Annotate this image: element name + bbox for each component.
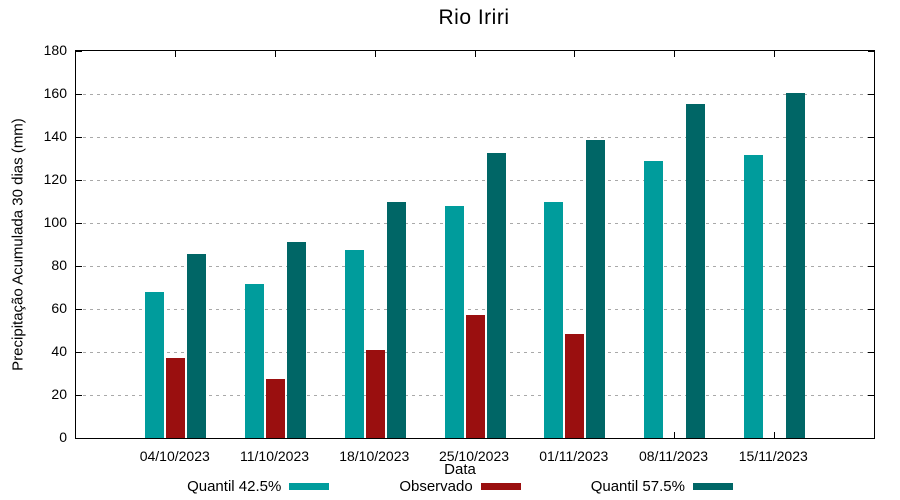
x-tick-top (175, 51, 177, 57)
legend-item: Observado (399, 478, 521, 495)
x-tick-bottom (674, 432, 675, 438)
x-tick-label: 04/10/2023 (139, 448, 210, 464)
legend-swatch (289, 483, 330, 490)
y-tick-label: 60 (51, 300, 67, 316)
bar-observado (465, 315, 485, 438)
y-tick-left (76, 223, 82, 224)
y-tick-label: 0 (59, 429, 67, 445)
legend: Quantil 42.5% Observado Quantil 57.5% (75, 478, 845, 495)
y-tick-right (868, 180, 874, 181)
bar-quantil-57-5- (486, 153, 506, 438)
y-tick-label: 100 (43, 214, 67, 230)
bar-quantil-42-5- (145, 291, 165, 438)
bar-quantil-57-5- (187, 254, 207, 438)
y-tick-right (868, 352, 874, 353)
x-tick-top (275, 51, 276, 57)
x-tick-top (773, 51, 775, 57)
legend-item: Quantil 42.5% (187, 478, 330, 495)
legend-swatch (480, 483, 521, 490)
bar-quantil-42-5- (644, 160, 663, 438)
x-tick-label: 25/10/2023 (438, 448, 510, 464)
legend-label: Observado (399, 478, 473, 495)
x-tick-label: 01/11/2023 (539, 448, 609, 464)
gridline (76, 309, 874, 310)
bar-observado (266, 378, 285, 438)
x-tick-top (474, 51, 476, 57)
y-tick-right (868, 223, 874, 224)
bar-quantil-57-5- (287, 242, 306, 438)
y-tick-left (76, 352, 82, 353)
bar-observado (365, 349, 385, 438)
y-tick-label: 120 (43, 171, 67, 187)
bar-observado (565, 333, 585, 438)
y-axis-label: Precipitação Acumulada 30 dias (mm) (9, 118, 27, 371)
y-tick-right (868, 438, 874, 439)
y-tick-left (76, 94, 82, 95)
bar-quantil-57-5- (386, 201, 406, 438)
bar-quantil-42-5- (245, 284, 264, 438)
y-tick-left (76, 309, 82, 310)
y-tick-left (76, 137, 82, 138)
gridline (76, 137, 874, 138)
x-tick-label: 15/11/2023 (738, 448, 808, 464)
x-tick-label: 11/10/2023 (239, 448, 310, 464)
x-tick-top (674, 51, 675, 57)
y-tick-right (868, 51, 874, 52)
chart-title: Rio Iriri (438, 6, 510, 29)
bar-quantil-57-5- (785, 92, 805, 438)
y-tick-label: 140 (43, 128, 67, 144)
y-tick-label: 20 (51, 386, 67, 402)
y-tick-right (868, 137, 874, 138)
x-tick-label: 08/11/2023 (638, 448, 709, 464)
y-tick-right (868, 309, 874, 310)
bar-quantil-42-5- (743, 155, 763, 438)
bar-quantil-42-5- (444, 205, 464, 438)
y-tick-label: 40 (51, 343, 67, 359)
x-tick-label: 18/10/2023 (339, 448, 410, 464)
y-tick-right (868, 94, 874, 95)
y-tick-left (76, 438, 82, 439)
legend-item: Quantil 57.5% (591, 478, 733, 495)
y-tick-label: 160 (43, 85, 67, 101)
x-tick-top (374, 51, 376, 57)
gridline (76, 94, 874, 95)
x-axis-label: Data (444, 461, 476, 478)
bar-observado (166, 358, 186, 438)
x-tick-top (574, 51, 576, 57)
y-tick-label: 180 (43, 42, 67, 58)
legend-label: Quantil 42.5% (187, 478, 282, 495)
bar-quantil-42-5- (344, 249, 364, 438)
y-tick-left (76, 51, 82, 52)
legend-swatch (692, 483, 733, 490)
plot-area (75, 50, 875, 439)
bar-quantil-57-5- (686, 103, 705, 438)
gridline (76, 223, 874, 224)
x-tick-bottom (773, 432, 775, 438)
legend-label: Quantil 57.5% (590, 478, 685, 495)
bar-quantil-42-5- (544, 201, 564, 438)
gridline (76, 266, 874, 267)
bar-quantil-57-5- (586, 140, 606, 438)
y-tick-label: 80 (51, 257, 67, 273)
y-tick-left (76, 395, 82, 396)
y-tick-right (868, 395, 874, 396)
gridline (76, 180, 874, 181)
y-tick-left (76, 266, 82, 267)
y-tick-left (76, 180, 82, 181)
y-tick-right (868, 266, 874, 267)
